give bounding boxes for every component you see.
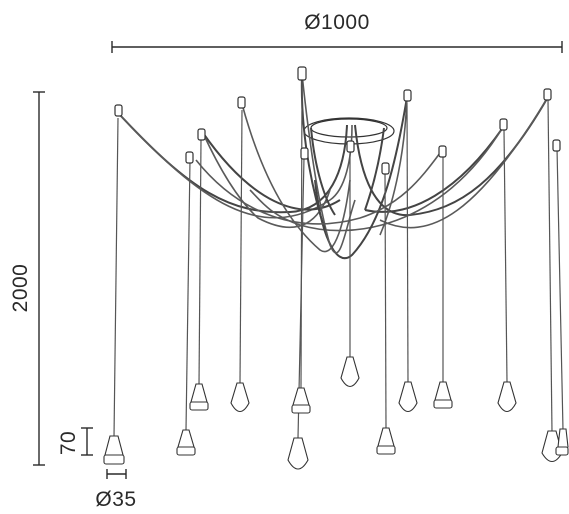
lamp-diameter-label: Ø35 — [95, 488, 136, 511]
cable-clips — [114, 66, 561, 175]
lamp-head — [497, 381, 517, 413]
pendant-cords — [113, 79, 564, 439]
lamp-head — [291, 387, 311, 414]
lamp-head — [555, 428, 569, 456]
lamp-head — [287, 437, 309, 470]
lamp-head — [189, 383, 209, 411]
lamp-height-dimension: 70 — [57, 427, 93, 456]
diameter-dimension: Ø1000 — [111, 11, 563, 53]
lamp-head — [340, 356, 360, 388]
lamp-head — [433, 381, 453, 409]
lamp-head — [376, 427, 396, 455]
lamp-head — [176, 429, 196, 456]
suspension-cables — [119, 73, 549, 259]
lamp-head — [230, 382, 250, 413]
ceiling-canopy — [303, 117, 395, 145]
lamp-head — [103, 435, 125, 465]
height-label: 2000 — [9, 264, 32, 313]
lamp-diameter-dimension: Ø35 — [95, 469, 136, 511]
pendant-lamps — [103, 356, 569, 470]
lamp-height-label: 70 — [57, 431, 80, 455]
height-dimension: 2000 — [9, 91, 45, 466]
lamp-head — [398, 381, 418, 413]
diameter-label: Ø1000 — [304, 11, 370, 34]
